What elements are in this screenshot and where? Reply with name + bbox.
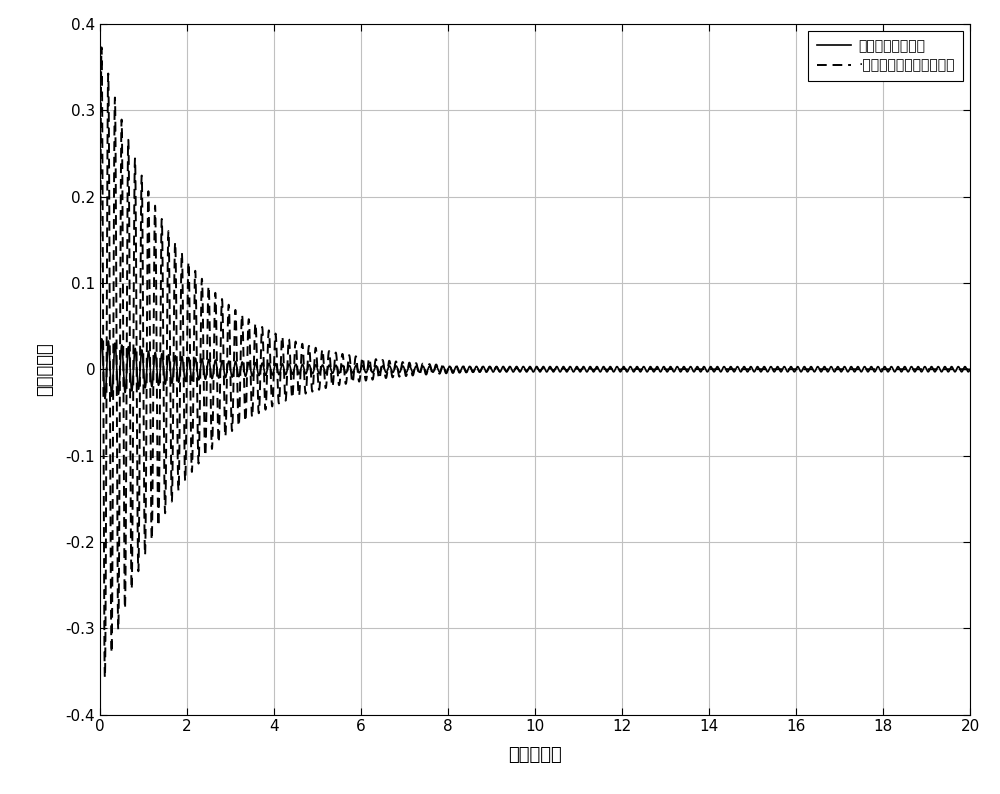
无约束自适应控制 — [94, 364, 106, 374]
Y-axis label: 位移（米）: 位移（米） — [36, 342, 54, 396]
·具有约束的故障补偿控制 — [96, 43, 108, 52]
Legend: 无约束自适应控制, ·具有约束的故障补偿控制: 无约束自适应控制, ·具有约束的故障补偿控制 — [808, 31, 963, 81]
Line: 无约束自适应控制: 无约束自适应控制 — [100, 339, 970, 399]
无约束自适应控制 — [99, 394, 111, 403]
·具有约束的故障补偿控制 — [427, 369, 439, 379]
·具有约束的故障补偿控制 — [153, 483, 165, 492]
·具有约束的故障补偿控制 — [566, 364, 578, 374]
Line: ·具有约束的故障补偿控制: ·具有约束的故障补偿控制 — [100, 48, 970, 677]
无约束自适应控制 — [427, 368, 439, 377]
无约束自适应控制 — [618, 362, 630, 372]
无约束自适应控制 — [964, 364, 976, 374]
无约束自适应控制 — [740, 364, 752, 374]
·具有约束的故障补偿控制 — [99, 673, 111, 682]
·具有约束的故障补偿控制 — [94, 326, 106, 335]
·具有约束的故障补偿控制 — [740, 364, 752, 374]
·具有约束的故障补偿控制 — [303, 342, 315, 352]
·具有约束的故障补偿控制 — [964, 364, 976, 374]
无约束自适应控制 — [303, 360, 315, 369]
无约束自适应控制 — [566, 365, 578, 375]
·具有约束的故障补偿控制 — [618, 364, 630, 373]
X-axis label: 时间（秒）: 时间（秒） — [508, 746, 562, 764]
无约束自适应控制 — [153, 378, 165, 387]
无约束自适应控制 — [96, 334, 108, 344]
